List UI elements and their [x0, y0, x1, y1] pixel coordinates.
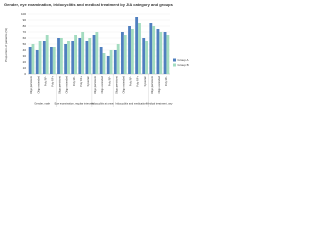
- bar: [59, 38, 63, 74]
- y-tick-label: 70: [23, 30, 27, 34]
- bar: [45, 35, 49, 74]
- x-tick-label: Poly RF-: [164, 76, 168, 86]
- x-tick-label: Poly RF+: [51, 76, 55, 87]
- bar: [149, 23, 153, 74]
- bar: [142, 38, 146, 74]
- x-tick-label: Poly RF-: [43, 76, 47, 86]
- group-label: Iridocyclitis and medication: [115, 102, 147, 106]
- bar: [57, 38, 60, 74]
- bar: [71, 41, 75, 74]
- legend-swatch: [173, 58, 176, 62]
- x-tick-label: Oligo extended: [157, 75, 161, 93]
- bar: [121, 32, 124, 74]
- y-tick-label: 50: [23, 42, 27, 46]
- bar: [64, 44, 68, 74]
- bar: [74, 35, 77, 74]
- x-tick-label: Poly RF-: [129, 76, 133, 86]
- bar: [166, 35, 170, 74]
- group-label: Iridocyclitis at onset: [91, 102, 114, 106]
- x-tick-label: Oligo extended: [65, 75, 69, 93]
- bar: [78, 38, 82, 74]
- bar: [159, 32, 163, 74]
- bar: [67, 41, 70, 74]
- y-tick-label: 0: [24, 72, 26, 76]
- group-label: Medical treatment, any: [146, 102, 173, 106]
- bar: [130, 29, 134, 74]
- y-tick-label: 10: [23, 66, 27, 70]
- bar: [163, 32, 167, 74]
- y-tick-label: 60: [23, 36, 27, 40]
- x-tick-label: Poly RF+: [136, 76, 140, 87]
- chart: Gender, eye examination, iridocyclitis a…: [0, 0, 202, 118]
- y-tick-label: 20: [23, 60, 27, 64]
- bar: [88, 38, 92, 74]
- x-tick-label: Poly RF+: [79, 76, 83, 87]
- bar: [106, 56, 110, 74]
- x-tick-label: Oligo persistent: [58, 76, 62, 94]
- bar: [95, 32, 99, 74]
- bar: [102, 53, 106, 74]
- x-tick-label: Systemic: [86, 75, 90, 86]
- bar: [109, 50, 113, 74]
- y-tick-label: 100: [21, 12, 26, 16]
- x-tick-label: Oligo persistent: [29, 76, 33, 94]
- bar: [85, 41, 89, 74]
- x-tick-label: Oligo persistent: [114, 76, 118, 94]
- bar: [42, 41, 46, 74]
- x-tick-label: Poly RF-: [107, 76, 111, 86]
- x-tick-label: Poly RF-: [72, 76, 76, 86]
- bar: [123, 35, 127, 74]
- x-tick-label: Oligo persistent: [93, 76, 97, 94]
- x-tick-label: Oligo extended: [100, 75, 104, 93]
- bar: [35, 50, 39, 74]
- x-tick-label: Oligo persistent: [150, 76, 154, 94]
- legend-swatch: [173, 63, 176, 67]
- x-tick-label: Oligo extended: [36, 75, 40, 93]
- y-axis-label: Proportion of patients (%): [4, 28, 8, 62]
- bar: [138, 23, 141, 74]
- y-tick-label: 80: [23, 24, 27, 28]
- y-tick-label: 90: [23, 18, 27, 22]
- chart-title: Gender, eye examination, iridocyclitis a…: [4, 2, 174, 7]
- y-tick-label: 40: [23, 48, 27, 52]
- group-label: Eye examination, regular intervals: [55, 102, 95, 106]
- bar: [145, 41, 148, 74]
- bar: [38, 41, 42, 74]
- bar: [92, 35, 96, 74]
- bar: [52, 47, 56, 74]
- bar: [116, 44, 120, 74]
- group-label: Gender, male: [34, 102, 50, 106]
- bar: [135, 17, 139, 74]
- bar: [152, 26, 156, 74]
- y-tick-label: 30: [23, 54, 27, 58]
- bar: [156, 29, 160, 74]
- x-tick-label: Systemic: [143, 75, 147, 86]
- bar: [81, 32, 85, 74]
- bar: [113, 50, 117, 74]
- bar: [31, 44, 35, 74]
- bar: [99, 47, 103, 74]
- bar: [28, 47, 32, 74]
- legend-label: Group A: [178, 58, 189, 62]
- bar: [128, 26, 131, 74]
- legend-label: Group B: [178, 63, 189, 67]
- x-tick-label: Oligo extended: [122, 75, 126, 93]
- bar: [50, 47, 53, 74]
